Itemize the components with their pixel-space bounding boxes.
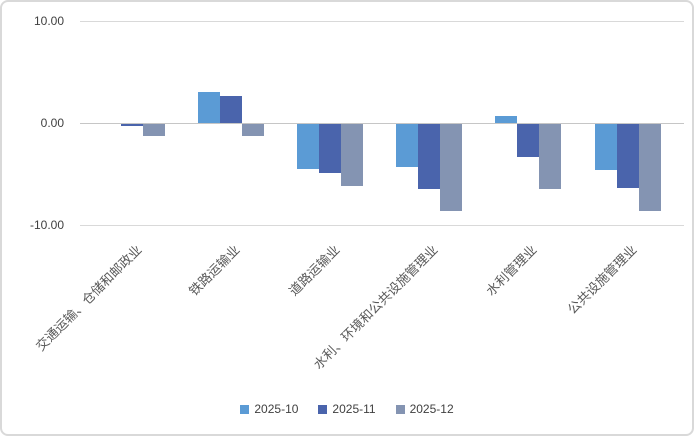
x-axis-label: 公共设施管理业 <box>565 242 641 317</box>
bar-2025-12-group2 <box>241 124 264 137</box>
x-axis-label: 交通运输、仓储和邮政业 <box>32 242 145 354</box>
x-axis-label: 水利管理业 <box>483 242 541 299</box>
bar-2025-10-group3 <box>297 124 319 169</box>
bar-2025-12-group1 <box>143 124 165 137</box>
bar-2025-12-group5 <box>538 124 561 190</box>
legend-swatch-2025-12 <box>395 404 405 414</box>
bar-2025-11-group1 <box>121 124 143 127</box>
bar-2025-11-group2 <box>219 96 242 123</box>
legend-label-2025-10: 2025-10 <box>254 402 299 416</box>
legend-swatch-2025-10 <box>240 404 250 414</box>
gridline <box>80 21 684 22</box>
gridline <box>80 225 684 226</box>
bar-2025-10-group4 <box>395 124 418 167</box>
y-axis-tick-label: 0.00 <box>40 116 64 130</box>
legend-swatch-2025-11 <box>318 404 328 414</box>
bar-2025-11-group6 <box>616 124 639 189</box>
bar-2025-12-group4 <box>439 124 462 211</box>
chart-legend: 2025-10 2025-11 2025-12 <box>2 401 692 417</box>
legend-item-2025-10: 2025-10 <box>240 401 298 417</box>
bar-2025-12-group6 <box>638 124 661 211</box>
bar-2025-11-group5 <box>516 124 539 157</box>
bar-2025-12-group3 <box>341 124 363 187</box>
bar-2025-10-group5 <box>494 115 517 123</box>
x-axis-label: 道路运输业 <box>286 242 343 299</box>
bar-2025-10-group6 <box>594 124 617 170</box>
bar-2025-11-group3 <box>319 124 341 173</box>
legend-item-2025-11: 2025-11 <box>318 401 376 417</box>
bar-2025-11-group4 <box>417 124 440 190</box>
y-axis-tick-label: 10.00 <box>33 14 64 28</box>
x-axis-label: 铁路运输业 <box>186 242 244 299</box>
legend-item-2025-12: 2025-12 <box>395 401 454 417</box>
legend-label-2025-12: 2025-12 <box>409 402 454 416</box>
legend-label-2025-11: 2025-11 <box>332 402 376 416</box>
y-axis-tick-label: -10.00 <box>29 218 64 232</box>
bar-2025-10-group2 <box>197 92 220 123</box>
zero-axis-line <box>80 123 684 124</box>
